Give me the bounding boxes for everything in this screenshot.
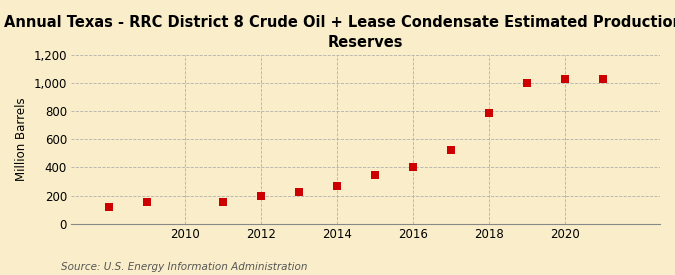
Point [597,77,608,81]
Point [560,77,570,81]
Text: Source: U.S. Energy Information Administration: Source: U.S. Energy Information Administ… [61,262,307,272]
Point [218,200,229,204]
Point [142,200,153,204]
Point [522,81,533,86]
Point [370,173,381,177]
Point [408,165,418,170]
Title: Annual Texas - RRC District 8 Crude Oil + Lease Condensate Estimated Production : Annual Texas - RRC District 8 Crude Oil … [4,15,675,50]
Y-axis label: Million Barrels: Million Barrels [15,98,28,181]
Point [484,111,495,115]
Point [294,190,304,194]
Point [104,205,115,209]
Point [256,193,267,198]
Point [446,148,456,152]
Point [331,183,342,188]
